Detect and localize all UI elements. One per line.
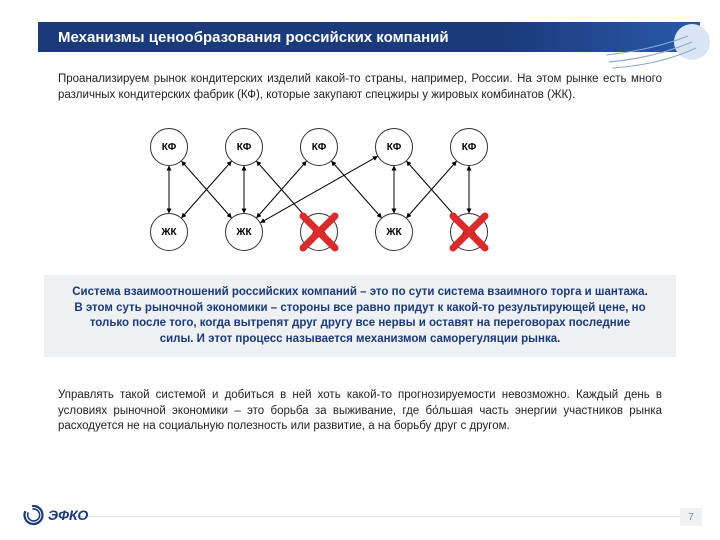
- diagram-node: КФ: [450, 128, 488, 166]
- diagram-node: ЖК: [150, 213, 188, 251]
- diagram-node: ЖК: [225, 213, 263, 251]
- footer-divider: [50, 516, 680, 517]
- page-title: Механизмы ценообразования российских ком…: [58, 29, 449, 46]
- title-bar: Механизмы ценообразования российских ком…: [38, 22, 700, 52]
- company-logo: ЭФКО: [22, 504, 88, 526]
- page-number: 7: [680, 508, 702, 526]
- diagram-node: КФ: [150, 128, 188, 166]
- diagram-node: КФ: [300, 128, 338, 166]
- diagram-node: ЖК: [450, 213, 488, 251]
- diagram-node: ЖК: [300, 213, 338, 251]
- diagram-node: КФ: [375, 128, 413, 166]
- diagram-node: КФ: [225, 128, 263, 166]
- body-paragraph: Управлять такой системой и добиться в не…: [58, 388, 662, 435]
- logo-icon: [22, 504, 44, 526]
- highlight-box: Система взаимоотношений российских компа…: [44, 275, 676, 357]
- diagram-edges: [130, 128, 590, 258]
- diagram-node: ЖК: [375, 213, 413, 251]
- logo-text: ЭФКО: [48, 507, 88, 523]
- network-diagram: КФ КФ КФ КФ КФ ЖК ЖК ЖК ЖК ЖК: [130, 128, 590, 258]
- intro-paragraph: Проанализируем рынок кондитерских издели…: [58, 72, 662, 103]
